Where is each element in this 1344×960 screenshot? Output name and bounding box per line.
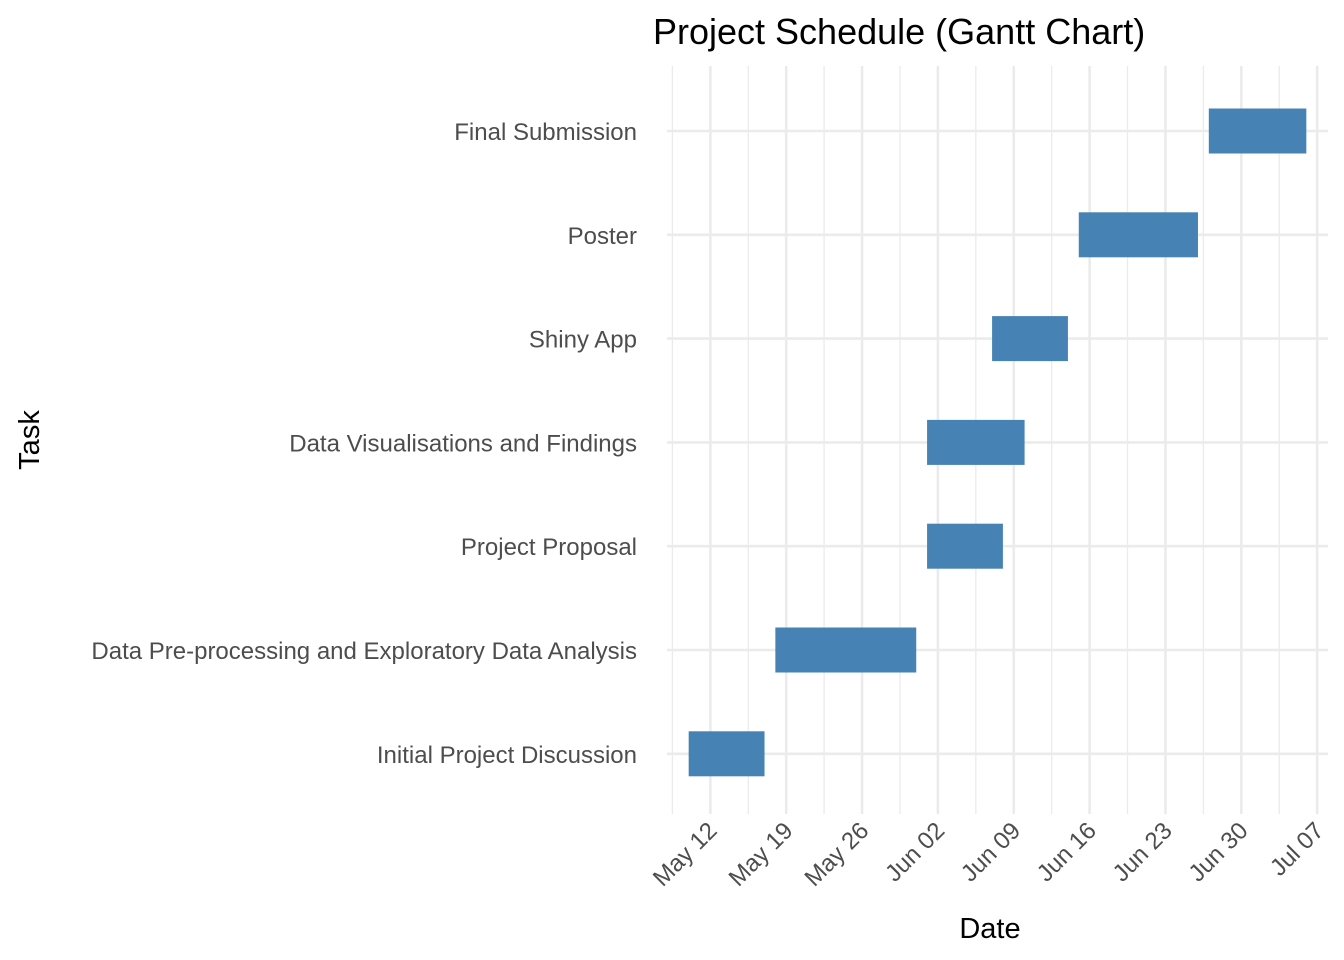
x-tick-label: Jun 30 xyxy=(1184,817,1254,887)
x-tick-label: May 26 xyxy=(800,817,875,892)
task-bar xyxy=(927,419,1025,465)
x-axis-tick-labels: May 12 May 19 May 26 Jun 02 Jun 09 Jun 16 Jun … xyxy=(648,817,1330,892)
y-tick-label: Data Pre-processing and Exploratory Data… xyxy=(91,638,637,665)
y-axis-title: Task xyxy=(14,410,46,470)
task-bar xyxy=(688,731,765,777)
x-tick-label: Jun 02 xyxy=(880,817,950,887)
task-bars xyxy=(688,108,1307,777)
x-tick-label: Jun 23 xyxy=(1108,817,1178,887)
y-tick-label: Project Proposal xyxy=(461,534,637,561)
task-bar xyxy=(775,627,917,673)
y-tick-label: Shiny App xyxy=(529,327,637,354)
chart-title: Project Schedule (Gantt Chart) xyxy=(653,11,1145,52)
y-axis-tick-labels: Final Submission Poster Shiny App Data Visu… xyxy=(91,119,637,769)
y-tick-label: Initial Project Discussion xyxy=(377,742,637,769)
task-bar xyxy=(992,316,1068,362)
task-bar xyxy=(1208,108,1307,154)
task-bar xyxy=(927,523,1003,569)
y-tick-label: Poster xyxy=(568,223,637,250)
x-axis-title: Date xyxy=(959,913,1020,945)
y-tick-label: Final Submission xyxy=(454,119,637,146)
x-tick-label: Jun 16 xyxy=(1032,817,1102,887)
y-tick-label: Data Visualisations and Findings xyxy=(289,430,637,457)
x-tick-label: Jun 09 xyxy=(956,817,1026,887)
x-tick-label: May 12 xyxy=(648,817,723,892)
x-tick-label: May 19 xyxy=(724,817,799,892)
task-bar xyxy=(1078,212,1198,258)
x-tick-label: Jul 07 xyxy=(1265,817,1329,881)
